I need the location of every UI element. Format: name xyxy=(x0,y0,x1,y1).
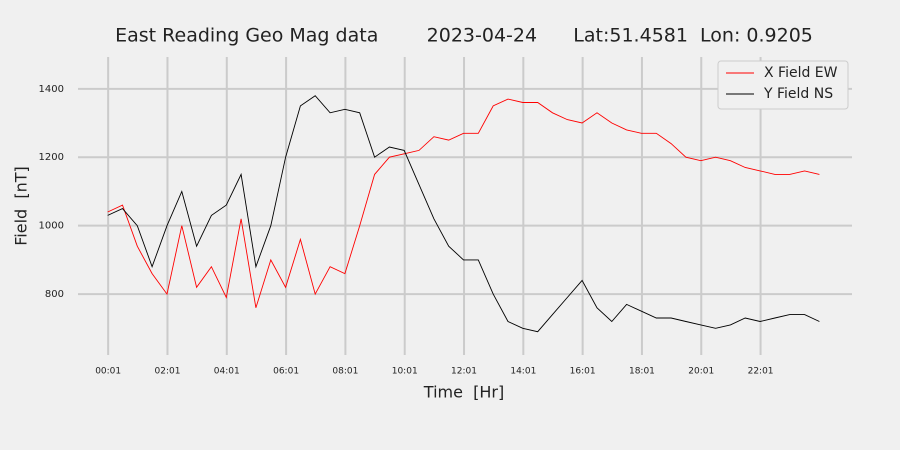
x-tick-label: 06:01 xyxy=(273,367,299,377)
x-tick-label: 16:01 xyxy=(570,367,596,377)
x-tick-label: 02:01 xyxy=(155,367,181,377)
y-tick-label: 1400 xyxy=(39,84,64,95)
x-tick-label: 00:01 xyxy=(95,367,121,377)
x-tick-label: 12:01 xyxy=(451,367,477,377)
y-tick-label: 1000 xyxy=(39,221,64,232)
x-tick-label: 08:01 xyxy=(332,367,358,377)
x-axis-label: Time [Hr] xyxy=(423,383,504,402)
x-tick-label: 18:01 xyxy=(629,367,655,377)
data-line xyxy=(107,98,820,308)
legend-label: Y Field NS xyxy=(763,86,833,102)
x-tick-label: 14:01 xyxy=(510,367,536,377)
y-tick-label: 1200 xyxy=(39,152,64,163)
x-tick-label: 22:01 xyxy=(748,367,774,377)
legend: X Field EW Y Field NS xyxy=(717,60,849,110)
y-tick-label: 800 xyxy=(45,289,64,300)
chart-title: East Reading Geo Mag data 2023-04-24 Lat… xyxy=(115,25,813,47)
x-tick-label: 10:01 xyxy=(392,367,418,377)
x-tick-label: 20:01 xyxy=(688,367,714,377)
data-line xyxy=(107,95,820,333)
y-axis-label: Field [nT] xyxy=(12,166,31,246)
legend-label: X Field EW xyxy=(764,65,838,81)
x-tick-label: 04:01 xyxy=(214,367,240,377)
